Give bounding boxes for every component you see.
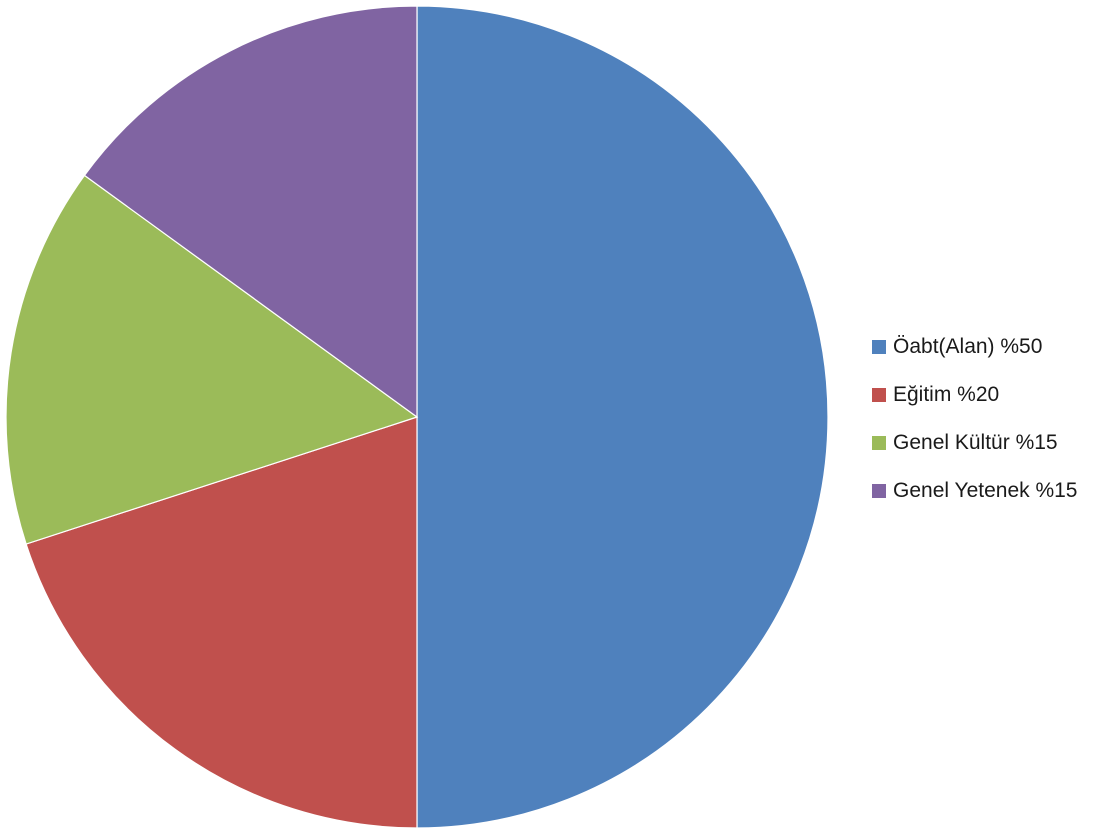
legend-label-oabt: Öabt(Alan) %50 (893, 335, 1043, 358)
legend-item-oabt: Öabt(Alan) %50 (872, 331, 1108, 363)
legend-swatch-oabt (872, 340, 886, 354)
legend-swatch-egitim (872, 388, 886, 402)
legend-item-genel-kultur: Genel Kültür %15 (872, 427, 1108, 459)
legend-label-egitim: Eğitim %20 (893, 383, 1000, 406)
pie-slice-genel-yetenek (83, 5, 418, 419)
pie-slice-genel-kultur (5, 174, 419, 545)
legend-label-genel-kultur: Genel Kültür %15 (893, 431, 1058, 454)
legend-swatch-genel-kultur (872, 436, 886, 450)
legend-swatch-genel-yetenek (872, 484, 886, 498)
legend-item-genel-yetenek: Genel Yetenek %15 (872, 475, 1108, 507)
legend-item-egitim: Eğitim %20 (872, 379, 1108, 411)
pie-slice-egitim (25, 416, 418, 829)
pie-slice-oabt (416, 5, 829, 829)
legend-label-genel-yetenek: Genel Yetenek %15 (893, 479, 1078, 502)
chart-legend: Öabt(Alan) %50 Eğitim %20 Genel Kültür %… (872, 331, 1108, 523)
